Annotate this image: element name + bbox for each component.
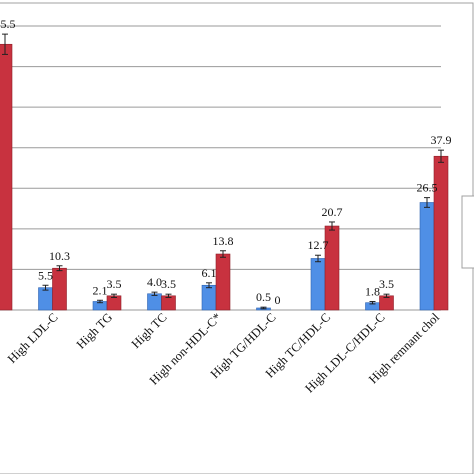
bar — [52, 267, 67, 311]
data-label: 12.7 — [308, 238, 329, 252]
data-label: 65.5 — [0, 17, 16, 31]
data-label: 1.8 — [365, 284, 380, 298]
bar — [201, 284, 217, 311]
bar — [161, 295, 176, 311]
data-label: 3.5 — [107, 277, 122, 291]
legend-box — [461, 195, 474, 269]
data-label: 2.1 — [93, 283, 108, 297]
data-label: 6.1 — [202, 266, 217, 280]
data-label: 3.5 — [379, 277, 394, 291]
bar — [310, 258, 326, 311]
bar — [147, 293, 162, 311]
data-label: 0 — [275, 293, 281, 307]
gridlines — [0, 25, 441, 270]
data-label: 13.8 — [213, 234, 234, 248]
bar — [419, 202, 435, 311]
data-label: 37.9 — [431, 133, 452, 147]
data-label: 4.0 — [147, 275, 162, 289]
bar — [0, 43, 13, 311]
value-labels: 65.55.510.32.13.54.03.56.113.80.5012.720… — [0, 17, 452, 307]
bars — [0, 43, 449, 311]
bar — [38, 287, 53, 311]
bar — [379, 295, 394, 311]
data-label: 5.5 — [38, 268, 53, 282]
x-tick-label: High LDL-C — [5, 310, 61, 366]
data-label: 20.7 — [322, 205, 343, 219]
x-tick-label: High TG — [74, 310, 115, 351]
data-label: 0.5 — [256, 290, 271, 304]
bar — [106, 295, 122, 311]
bar — [215, 253, 231, 311]
error-bars — [2, 33, 444, 310]
bar — [433, 155, 449, 311]
data-label: 10.3 — [49, 249, 70, 263]
data-label: 26.5 — [417, 181, 438, 195]
data-label: 3.5 — [161, 277, 176, 291]
x-tick-label: High TC — [129, 310, 170, 351]
